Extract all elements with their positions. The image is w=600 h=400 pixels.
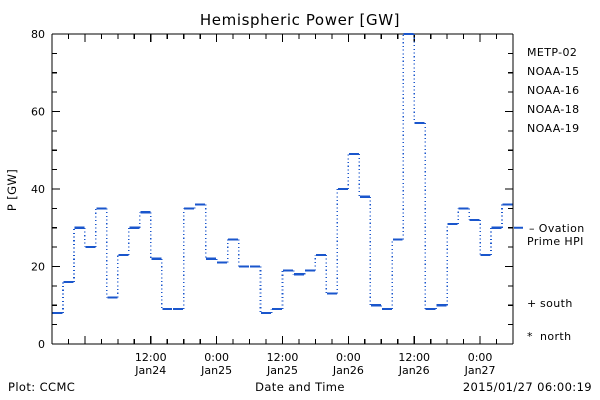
hemisphere-legend: + south * north [527, 297, 573, 343]
y-axis-label: P [GW] [5, 169, 19, 211]
x-tick-date: Jan26 [332, 364, 364, 377]
x-tick-time: 0:00 [204, 351, 229, 364]
x-axis-tick-labels: 12:00Jan240:00Jan2512:00Jan250:00Jan2612… [134, 351, 495, 377]
hemisphere-label-north: north [540, 330, 572, 343]
satellite-legend: METP-02 NOAA-15 NOAA-16 NOAA-18 NOAA-19 [527, 46, 580, 135]
chart-title: Hemispheric Power [GW] [200, 11, 400, 29]
ovation-label-line2: Prime HPI [527, 235, 584, 248]
x-tick-time: 12:00 [267, 351, 299, 364]
data-series-ovation-prime-hpi [52, 32, 513, 315]
legend-item-noaa-18: NOAA-18 [527, 103, 580, 116]
x-tick-time: 12:00 [398, 351, 430, 364]
legend-item-noaa-19: NOAA-19 [527, 122, 580, 135]
y-tick-label: 20 [31, 261, 45, 274]
x-tick-time: 0:00 [468, 351, 493, 364]
x-tick-date: Jan27 [464, 364, 496, 377]
x-axis-label: Date and Time [255, 380, 345, 394]
legend-item-noaa-15: NOAA-15 [527, 65, 580, 78]
generation-timestamp: 2015/01/27 06:00:19 [463, 380, 592, 394]
y-axis-ticks [52, 33, 513, 345]
y-tick-label: 60 [31, 106, 45, 119]
x-tick-date: Jan25 [200, 364, 232, 377]
x-tick-date: Jan24 [134, 364, 166, 377]
y-axis-tick-labels: 0 20 40 60 80 [31, 28, 45, 351]
legend-item-noaa-16: NOAA-16 [527, 84, 580, 97]
north-marker-icon: * [527, 330, 533, 343]
x-tick-date: Jan25 [266, 364, 298, 377]
y-tick-label: 40 [31, 183, 45, 196]
plot-credit: Plot: CCMC [8, 380, 75, 394]
south-marker-icon: + [527, 297, 537, 310]
hemisphere-label-south: south [540, 297, 573, 310]
x-tick-date: Jan26 [398, 364, 430, 377]
legend-item-metp-02: METP-02 [527, 46, 577, 59]
y-tick-label: 0 [38, 338, 45, 351]
x-tick-time: 12:00 [135, 351, 167, 364]
x-tick-time: 0:00 [336, 351, 361, 364]
ovation-label-line1: – Ovation [529, 222, 585, 235]
y-tick-label: 80 [31, 28, 45, 41]
